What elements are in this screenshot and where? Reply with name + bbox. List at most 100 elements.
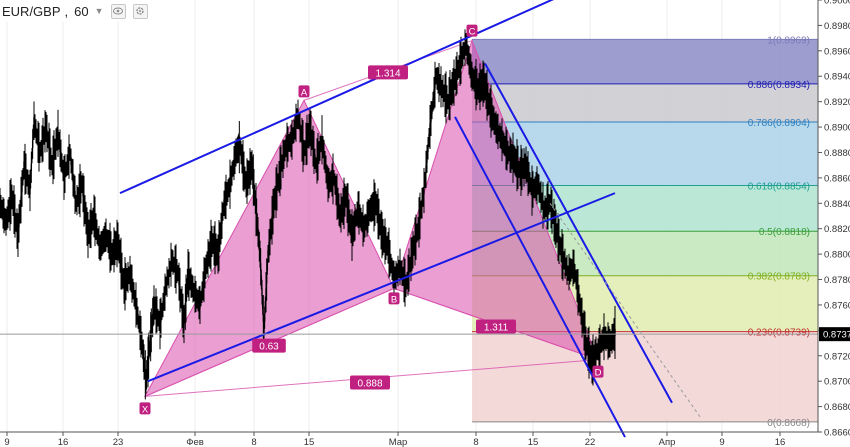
candle-body bbox=[439, 80, 441, 89]
candle-body bbox=[384, 237, 386, 246]
candle-body bbox=[284, 146, 286, 155]
candle-body bbox=[495, 123, 497, 131]
candle-body bbox=[463, 47, 465, 55]
candle-body bbox=[599, 341, 601, 349]
candle-body bbox=[195, 292, 197, 301]
candle-body bbox=[208, 250, 210, 258]
candle-body bbox=[261, 301, 264, 309]
candle-body bbox=[253, 191, 256, 199]
candle-body bbox=[310, 129, 312, 138]
candle-body bbox=[147, 358, 149, 366]
candle-body bbox=[103, 235, 105, 244]
candle-body bbox=[25, 169, 27, 178]
candle-body bbox=[109, 243, 111, 252]
candle-body bbox=[350, 224, 352, 233]
candle-body bbox=[141, 345, 144, 354]
candle-body bbox=[376, 204, 378, 213]
candle-body bbox=[117, 237, 119, 246]
candle-body bbox=[593, 354, 595, 362]
candle-body bbox=[407, 271, 409, 280]
candle-body bbox=[427, 144, 429, 153]
candle-body bbox=[255, 205, 257, 214]
candle-body bbox=[62, 166, 64, 175]
candle-body bbox=[23, 161, 25, 169]
candle-body bbox=[305, 140, 307, 148]
candle-body bbox=[334, 180, 336, 189]
candle-body bbox=[135, 301, 137, 309]
candle-body bbox=[557, 233, 559, 241]
candle-body bbox=[66, 161, 68, 169]
candle-body bbox=[30, 163, 33, 172]
candle-body bbox=[185, 286, 188, 294]
candle-body bbox=[358, 209, 360, 217]
symbol-label[interactable]: EUR/GBP bbox=[2, 3, 61, 19]
candle-body bbox=[316, 157, 318, 165]
candle-body bbox=[165, 282, 167, 290]
candle-body bbox=[554, 220, 556, 229]
candle-body bbox=[163, 294, 165, 303]
candle-body bbox=[14, 212, 16, 220]
candle-body bbox=[266, 263, 269, 271]
candle-body bbox=[429, 123, 431, 131]
candle-body bbox=[470, 67, 472, 75]
candle-body bbox=[484, 83, 486, 91]
candle-body bbox=[155, 307, 157, 316]
candle-body bbox=[614, 328, 616, 337]
candle-body bbox=[214, 243, 216, 252]
candle-body bbox=[28, 182, 30, 191]
candle-body bbox=[527, 169, 529, 178]
candle-body bbox=[114, 243, 116, 252]
candle-body bbox=[586, 342, 588, 351]
candle-body bbox=[171, 256, 173, 265]
candle-body bbox=[111, 250, 113, 258]
candle-body bbox=[126, 275, 128, 284]
candle-body bbox=[355, 214, 357, 222]
candle-body bbox=[24, 165, 26, 174]
candle-body bbox=[188, 272, 190, 281]
candle-body bbox=[318, 148, 320, 157]
candle-body bbox=[106, 234, 108, 243]
candle-body bbox=[192, 285, 194, 293]
candle-body bbox=[262, 313, 265, 322]
candle-body bbox=[257, 228, 259, 236]
candle-body bbox=[542, 201, 544, 210]
candle-body bbox=[112, 248, 114, 256]
candle-body bbox=[73, 182, 75, 191]
candle-body bbox=[529, 178, 531, 186]
candle-body bbox=[323, 150, 325, 159]
candle-body bbox=[433, 89, 435, 97]
candle-body bbox=[546, 202, 548, 211]
candle-body bbox=[132, 285, 134, 293]
chevron-down-icon[interactable]: ▼ bbox=[94, 6, 104, 16]
candle-body bbox=[137, 313, 139, 322]
price-axis bbox=[818, 0, 850, 447]
candle-body bbox=[378, 215, 380, 223]
candle-body bbox=[95, 222, 97, 231]
candle-body bbox=[420, 205, 422, 214]
candle-body bbox=[89, 224, 91, 233]
timeframe-label[interactable]: 60 bbox=[74, 3, 89, 19]
candle-body bbox=[581, 313, 583, 322]
eye-icon[interactable] bbox=[110, 3, 126, 19]
candle-body bbox=[209, 246, 211, 254]
settings-icon[interactable] bbox=[132, 3, 148, 19]
candle-body bbox=[505, 144, 507, 153]
candle-body bbox=[459, 59, 461, 68]
candle-body bbox=[328, 179, 330, 187]
candle-body bbox=[408, 266, 410, 274]
candle-body bbox=[293, 127, 295, 136]
candle-body bbox=[609, 339, 611, 347]
fib-zone bbox=[472, 331, 830, 422]
candle-body bbox=[16, 224, 18, 233]
candle-body bbox=[65, 165, 67, 174]
candle-body bbox=[133, 290, 135, 299]
candle-body bbox=[509, 150, 511, 159]
candle-body bbox=[365, 218, 367, 227]
